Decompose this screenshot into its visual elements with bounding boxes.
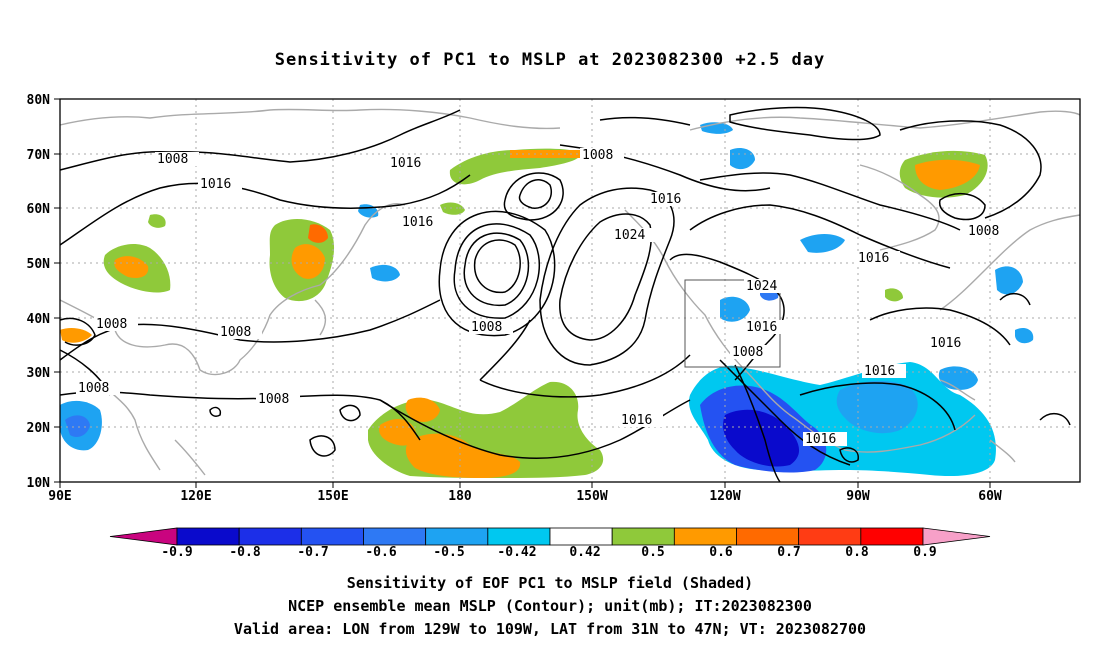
colorbar-label: 0.5 — [641, 545, 664, 560]
lat-label: 50N — [27, 257, 51, 272]
contour-label: 1008 — [220, 325, 251, 340]
colorbar-swatch — [176, 527, 240, 546]
contour-label: 1016 — [402, 215, 433, 230]
colorbar-swatch — [673, 527, 737, 546]
colorbar-swatch — [300, 527, 364, 546]
map-title: Sensitivity of PC1 to MSLP at 2023082300… — [274, 50, 826, 70]
axis-ticks — [54, 98, 991, 488]
colorbar-swatch — [363, 527, 427, 546]
lat-label: 60N — [27, 202, 51, 217]
lon-label: 180 — [448, 489, 472, 504]
colorbar-swatch — [611, 527, 675, 546]
colorbar-labels: -0.9 -0.8 -0.7 -0.6 -0.5 -0.42 0.42 0.5 … — [161, 545, 936, 560]
contour-label: 1008 — [968, 224, 999, 239]
colorbar — [109, 527, 991, 546]
lon-label: 90E — [48, 489, 71, 504]
colorbar-label: -0.8 — [229, 545, 260, 560]
colorbar-label: -0.42 — [497, 545, 536, 560]
colorbar-label: -0.7 — [297, 545, 328, 560]
lat-label: 80N — [27, 93, 51, 108]
colorbar-label: -0.6 — [365, 545, 396, 560]
contour-label: 1008 — [732, 345, 763, 360]
colorbar-label: 0.6 — [709, 545, 733, 560]
caption-line-3: Valid area: LON from 129W to 109W, LAT f… — [233, 620, 867, 638]
lon-label: 60W — [978, 489, 1002, 504]
contour-label: 1016 — [746, 320, 777, 335]
contour-label: 1008 — [78, 381, 109, 396]
colorbar-swatch — [798, 527, 862, 546]
colorbar-swatch — [109, 527, 178, 546]
contour-label: 1008 — [258, 392, 289, 407]
sensitivity-shading — [60, 122, 1034, 478]
contour-label: 1008 — [582, 148, 613, 163]
colorbar-swatch — [922, 527, 991, 546]
lon-label: 120W — [709, 489, 740, 504]
contour-label: 1016 — [858, 251, 889, 266]
contour-label: 1016 — [864, 364, 895, 379]
lat-label: 40N — [27, 312, 51, 327]
colorbar-label: -0.9 — [161, 545, 192, 560]
colorbar-swatch — [736, 527, 800, 546]
contour-label: 1024 — [614, 228, 645, 243]
lon-label: 120E — [180, 489, 211, 504]
colorbar-swatch — [425, 527, 489, 546]
colorbar-swatch — [238, 527, 302, 546]
colorbar-label: -0.5 — [433, 545, 464, 560]
contour-label: 1016 — [930, 336, 961, 351]
caption-line-2: NCEP ensemble mean MSLP (Contour); unit(… — [288, 597, 812, 615]
graticule — [60, 99, 1080, 482]
longitude-labels: 90E 120E 150E 180 150W 120W 90W 60W — [48, 489, 1002, 504]
contour-label: 1008 — [471, 320, 502, 335]
contour-label: 1016 — [200, 177, 231, 192]
caption-line-1: Sensitivity of EOF PC1 to MSLP field (Sh… — [346, 574, 754, 592]
lat-label: 30N — [27, 366, 51, 381]
colorbar-swatch — [860, 527, 924, 546]
contour-label: 1016 — [621, 413, 652, 428]
contour-label: 1008 — [157, 152, 188, 167]
contour-label: 1008 — [96, 317, 127, 332]
lat-label: 70N — [27, 148, 51, 163]
lon-label: 150W — [576, 489, 607, 504]
coastlines — [59, 108, 1081, 476]
lat-label: 20N — [27, 421, 51, 436]
contour-label: 1016 — [650, 192, 681, 207]
contour-label: 1024 — [746, 279, 777, 294]
colorbar-swatch — [487, 527, 551, 546]
contour-label: 1016 — [390, 156, 421, 171]
plot-frame — [59, 98, 1081, 483]
colorbar-label: 0.42 — [569, 545, 600, 560]
latitude-labels: 80N 70N 60N 50N 40N 30N 20N 10N — [27, 93, 51, 491]
colorbar-swatch — [549, 527, 613, 546]
contour-label: 1016 — [805, 432, 836, 447]
contour-labels: 1008 1016 1016 1008 1016 1016 1024 1008 … — [76, 148, 1010, 447]
colorbar-label: 0.8 — [845, 545, 869, 560]
lon-label: 90W — [846, 489, 870, 504]
colorbar-label: 0.7 — [777, 545, 800, 560]
lat-label: 10N — [27, 476, 51, 491]
lon-label: 150E — [317, 489, 348, 504]
colorbar-label: 0.9 — [913, 545, 936, 560]
